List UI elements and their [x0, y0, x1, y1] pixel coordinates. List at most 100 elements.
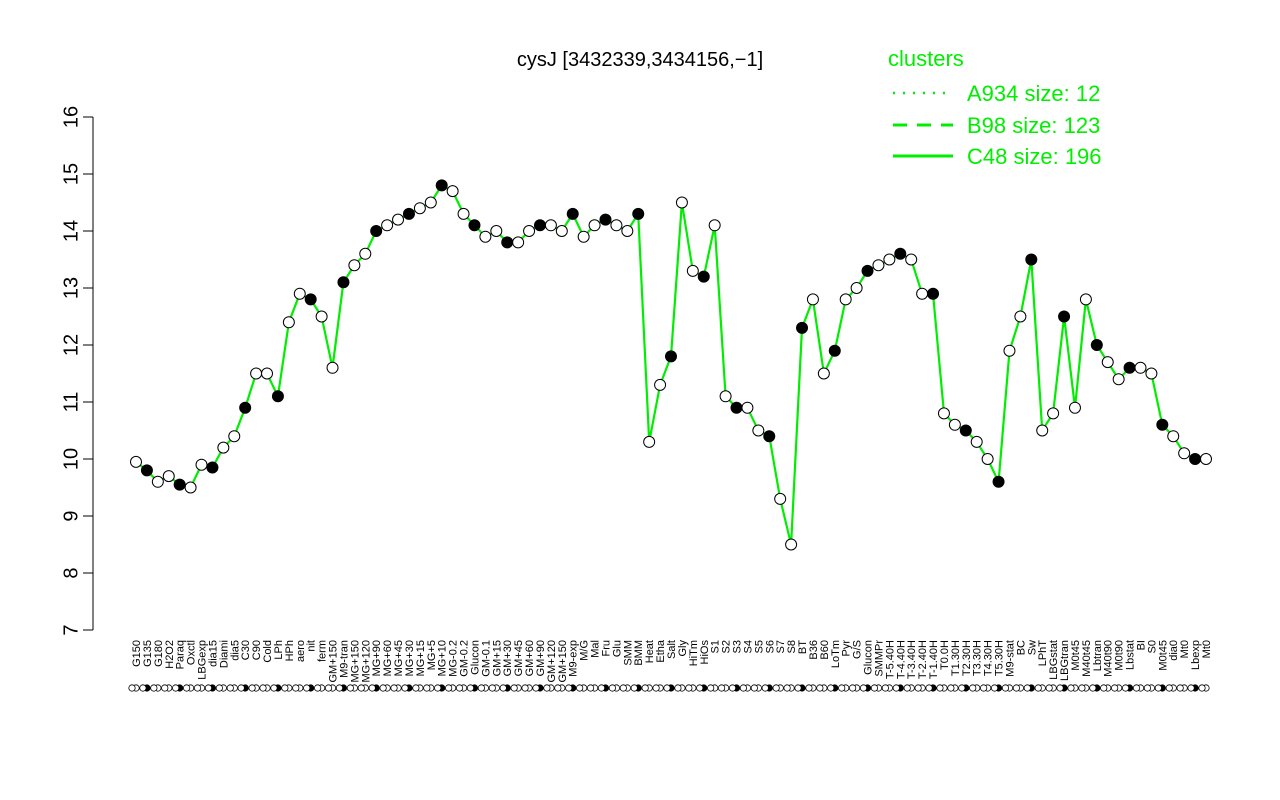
rug-mark	[805, 684, 813, 692]
rug-mark	[750, 684, 758, 692]
rug-mark	[390, 684, 398, 692]
y-axis: 7 8 9 10 11 12 13 14 15 16	[60, 106, 94, 636]
x-tick-label: M9-exp	[568, 640, 580, 677]
x-tick-label: MG+30	[404, 640, 416, 676]
rug-mark	[1089, 684, 1097, 692]
rug-mark	[499, 684, 507, 692]
x-tick-label: Glucon	[863, 640, 875, 675]
x-tick-label: Cold	[262, 640, 274, 663]
rug-mark	[303, 684, 311, 692]
data-point	[490, 225, 503, 237]
data-point	[315, 310, 328, 323]
rug-mark	[161, 684, 169, 692]
rug-mark	[1023, 684, 1031, 692]
x-tick-label: M0t90	[1114, 640, 1126, 671]
rug-mark	[685, 684, 693, 692]
x-tick-label: G150	[131, 640, 143, 667]
x-tick-label: T-2.40H	[917, 640, 929, 679]
x-tick-label: S2	[721, 640, 733, 653]
data-point	[588, 219, 601, 232]
data-point	[348, 259, 361, 272]
x-tick-label: LBGexp	[197, 640, 209, 680]
rug-mark	[849, 684, 857, 692]
rug-mark	[1132, 684, 1141, 692]
x-tick-label: M40t90	[1103, 640, 1115, 677]
data-point	[1123, 361, 1136, 374]
x-tick-label: T4.30H	[983, 640, 995, 676]
x-tick-label: MG+60	[382, 640, 394, 676]
rug-mark	[139, 684, 147, 692]
rug-mark	[597, 684, 606, 692]
legend: clusters A934 size: 12 B98 size: 123 C48…	[888, 46, 1102, 169]
data-point	[326, 361, 339, 374]
rug-mark	[947, 684, 955, 692]
x-tick-label: T5.30H	[994, 640, 1006, 676]
data-point	[239, 401, 252, 414]
rug-mark	[630, 684, 638, 692]
x-tick-label: HiOs	[699, 640, 711, 665]
data-point	[992, 475, 1005, 488]
x-tick-label: Mal	[590, 640, 602, 658]
data-point	[468, 219, 481, 232]
data-point	[828, 344, 841, 357]
chart-title: cysJ [3432339,3434156,−1]	[517, 49, 763, 71]
data-point	[959, 424, 972, 437]
x-tick-label: Diami	[218, 640, 230, 668]
rug-mark	[969, 684, 977, 692]
rug-mark	[193, 684, 202, 692]
data-point	[261, 367, 274, 380]
x-tick-label: BMM	[633, 640, 645, 666]
x-tick-label: Oxctl	[186, 640, 198, 665]
data-point	[566, 207, 579, 220]
x-tick-label: BI	[1135, 640, 1147, 650]
x-tick-label: M/G	[579, 640, 591, 661]
rug-mark	[1154, 684, 1162, 692]
plot-area	[130, 179, 1212, 551]
x-tick-label: aero	[295, 640, 307, 662]
legend-label-1: A934 size: 12	[967, 81, 1100, 106]
x-tick-label: GM+45	[513, 640, 525, 676]
rug-mark	[379, 684, 387, 692]
data-point	[523, 225, 536, 237]
x-tick-label: T-1.40H	[928, 640, 940, 679]
series-line	[135, 183, 1206, 545]
data-point	[533, 219, 546, 232]
data-point	[1200, 453, 1212, 465]
rug-mark	[980, 684, 988, 692]
data-point	[861, 264, 874, 277]
legend-label-3: C48 size: 196	[967, 144, 1102, 169]
rug-mark	[914, 684, 922, 692]
data-point	[424, 196, 437, 209]
rug-mark	[455, 684, 464, 692]
rug-mark	[707, 684, 715, 692]
x-tick-label: dia5	[229, 640, 241, 661]
rug-mark	[1165, 684, 1173, 692]
data-point	[544, 219, 557, 232]
x-tick-label: C30	[240, 640, 252, 660]
data-point	[555, 225, 568, 237]
rug-mark	[990, 684, 999, 692]
rug-mark	[728, 684, 737, 692]
data-point	[479, 230, 492, 243]
rug-mark	[259, 684, 267, 692]
rug-mark	[281, 684, 289, 692]
y-tick-label: 12	[60, 334, 82, 356]
x-tick-label: GM+150	[328, 640, 340, 683]
x-tick-label: S8	[786, 640, 798, 653]
data-point	[195, 458, 208, 471]
rug-mark	[172, 684, 180, 692]
rug-mark	[608, 684, 617, 692]
x-tick-label: nit	[306, 640, 318, 652]
rug-mark	[423, 684, 431, 692]
data-point	[752, 424, 765, 437]
rug-mark	[870, 684, 879, 692]
data-point	[1025, 253, 1038, 266]
x-tick-label: Gly	[677, 640, 689, 657]
data-point	[173, 478, 186, 491]
x-axis: G150G135G180H2O2ParaqOxctlLBGexpdia15Dia…	[128, 639, 1213, 692]
x-tick-label: GM-0.1	[480, 640, 492, 677]
y-tick-label: 9	[60, 510, 82, 521]
rug-mark	[270, 684, 278, 692]
x-tick-label: C90	[251, 640, 263, 660]
